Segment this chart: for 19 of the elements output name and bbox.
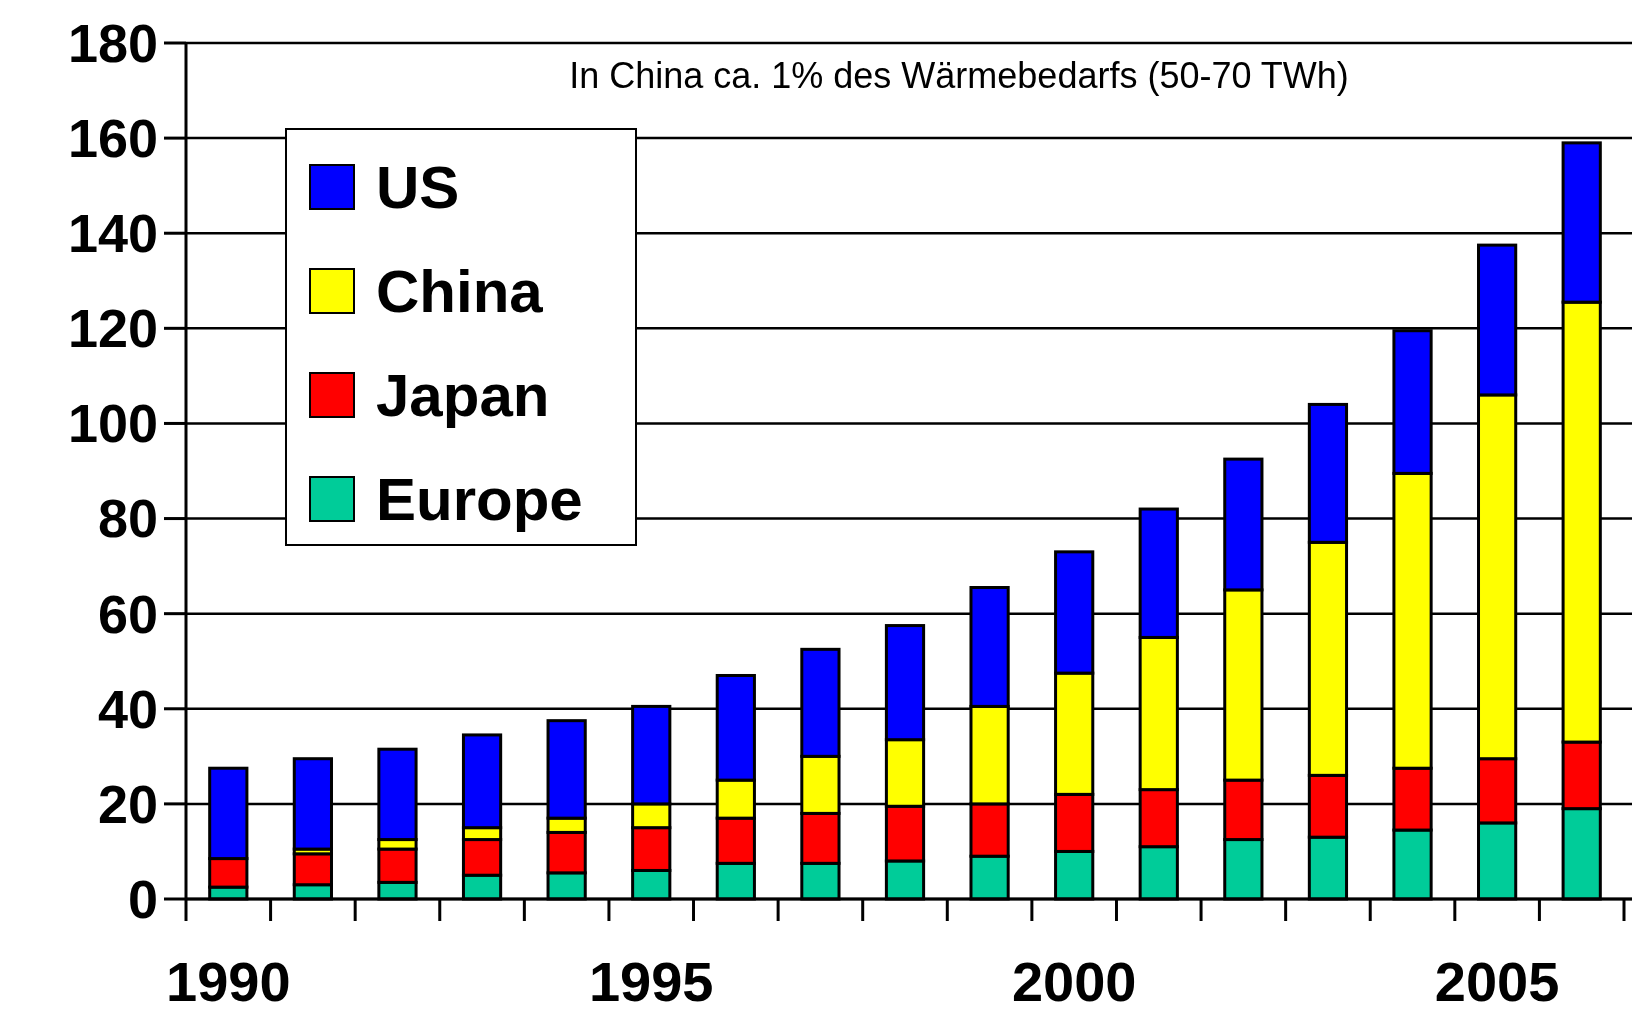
legend-label: Japan xyxy=(376,362,550,429)
legend-label: US xyxy=(376,154,460,221)
y-tick-label: 160 xyxy=(67,108,158,169)
y-tick-label: 60 xyxy=(97,583,158,644)
x-tick-label: 2005 xyxy=(1434,950,1560,1013)
legend-label: China xyxy=(376,258,544,325)
y-tick-label: 140 xyxy=(67,203,158,264)
y-tick-label: 0 xyxy=(127,868,158,929)
x-tick-label: 2000 xyxy=(1011,950,1137,1013)
y-tick-label: 80 xyxy=(97,488,158,549)
y-tick-label: 100 xyxy=(67,393,158,454)
x-tick-label: 1995 xyxy=(588,950,714,1013)
y-tick-label: 120 xyxy=(67,298,158,359)
y-tick-label: 40 xyxy=(97,678,158,739)
legend-label: Europe xyxy=(376,466,583,533)
y-tick-label: 20 xyxy=(97,773,158,834)
y-tick-label: 180 xyxy=(67,12,158,73)
x-tick-label: 1990 xyxy=(166,950,291,1013)
annotation: In China ca. 1% des Wärmebedarfs (50-70 TWh) xyxy=(569,55,1349,96)
